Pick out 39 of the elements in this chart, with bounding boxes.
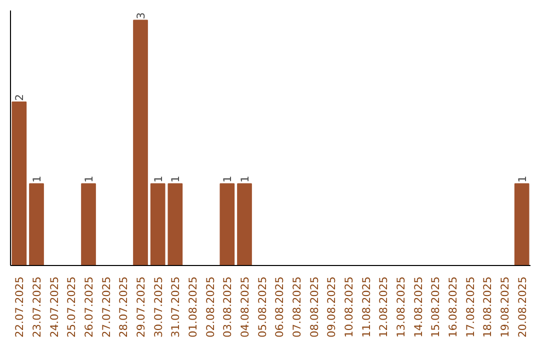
x-tick-label: 18.08.2025 bbox=[481, 276, 494, 338]
data-label: 1 bbox=[238, 176, 252, 183]
x-tick-label: 04.08.2025 bbox=[238, 276, 252, 338]
x-tick-label: 09.08.2025 bbox=[325, 276, 338, 338]
x-tick-label: 25.07.2025 bbox=[65, 276, 78, 338]
x-tick-label: 31.07.2025 bbox=[169, 276, 182, 338]
x-tick-label: 26.07.2025 bbox=[82, 276, 96, 338]
x-tick-label: 14.08.2025 bbox=[412, 276, 425, 338]
x-tick-label: 22.07.2025 bbox=[13, 276, 26, 338]
data-label: 2 bbox=[13, 94, 26, 101]
x-tick-label: 30.07.2025 bbox=[152, 276, 165, 338]
x-tick-label: 11.08.2025 bbox=[360, 276, 373, 338]
x-tick-label: 19.08.2025 bbox=[498, 276, 512, 338]
data-label: 1 bbox=[169, 176, 182, 183]
x-tick-label: 02.08.2025 bbox=[204, 276, 217, 338]
x-tick-label: 20.08.2025 bbox=[516, 276, 529, 338]
x-tick-label: 28.07.2025 bbox=[117, 276, 130, 338]
x-tick-label: 06.08.2025 bbox=[273, 276, 286, 338]
data-label: 1 bbox=[152, 176, 165, 183]
x-tick-label: 01.08.2025 bbox=[186, 276, 200, 338]
x-tick-label: 07.08.2025 bbox=[290, 276, 304, 338]
data-label: 1 bbox=[82, 176, 96, 183]
data-label: 1 bbox=[516, 176, 529, 183]
x-tick-label: 03.08.2025 bbox=[221, 276, 234, 338]
data-label: 1 bbox=[221, 176, 234, 183]
x-tick-label: 08.08.2025 bbox=[308, 276, 321, 338]
x-tick-label: 24.07.2025 bbox=[48, 276, 61, 338]
x-tick-label: 16.08.2025 bbox=[446, 276, 460, 338]
x-tick-label: 23.07.2025 bbox=[30, 276, 44, 338]
x-tick-label: 05.08.2025 bbox=[256, 276, 269, 338]
x-tick-label: 13.08.2025 bbox=[394, 276, 408, 338]
x-tick-label: 17.08.2025 bbox=[464, 276, 477, 338]
x-tick-label: 10.08.2025 bbox=[342, 276, 356, 338]
data-label: 3 bbox=[134, 12, 148, 20]
x-tick-label: 29.07.2025 bbox=[134, 276, 148, 338]
data-label: 1 bbox=[30, 176, 44, 183]
x-tick-label: 15.08.2025 bbox=[429, 276, 442, 338]
x-tick-label: 27.07.2025 bbox=[100, 276, 113, 338]
x-tick-label: 12.08.2025 bbox=[377, 276, 390, 338]
